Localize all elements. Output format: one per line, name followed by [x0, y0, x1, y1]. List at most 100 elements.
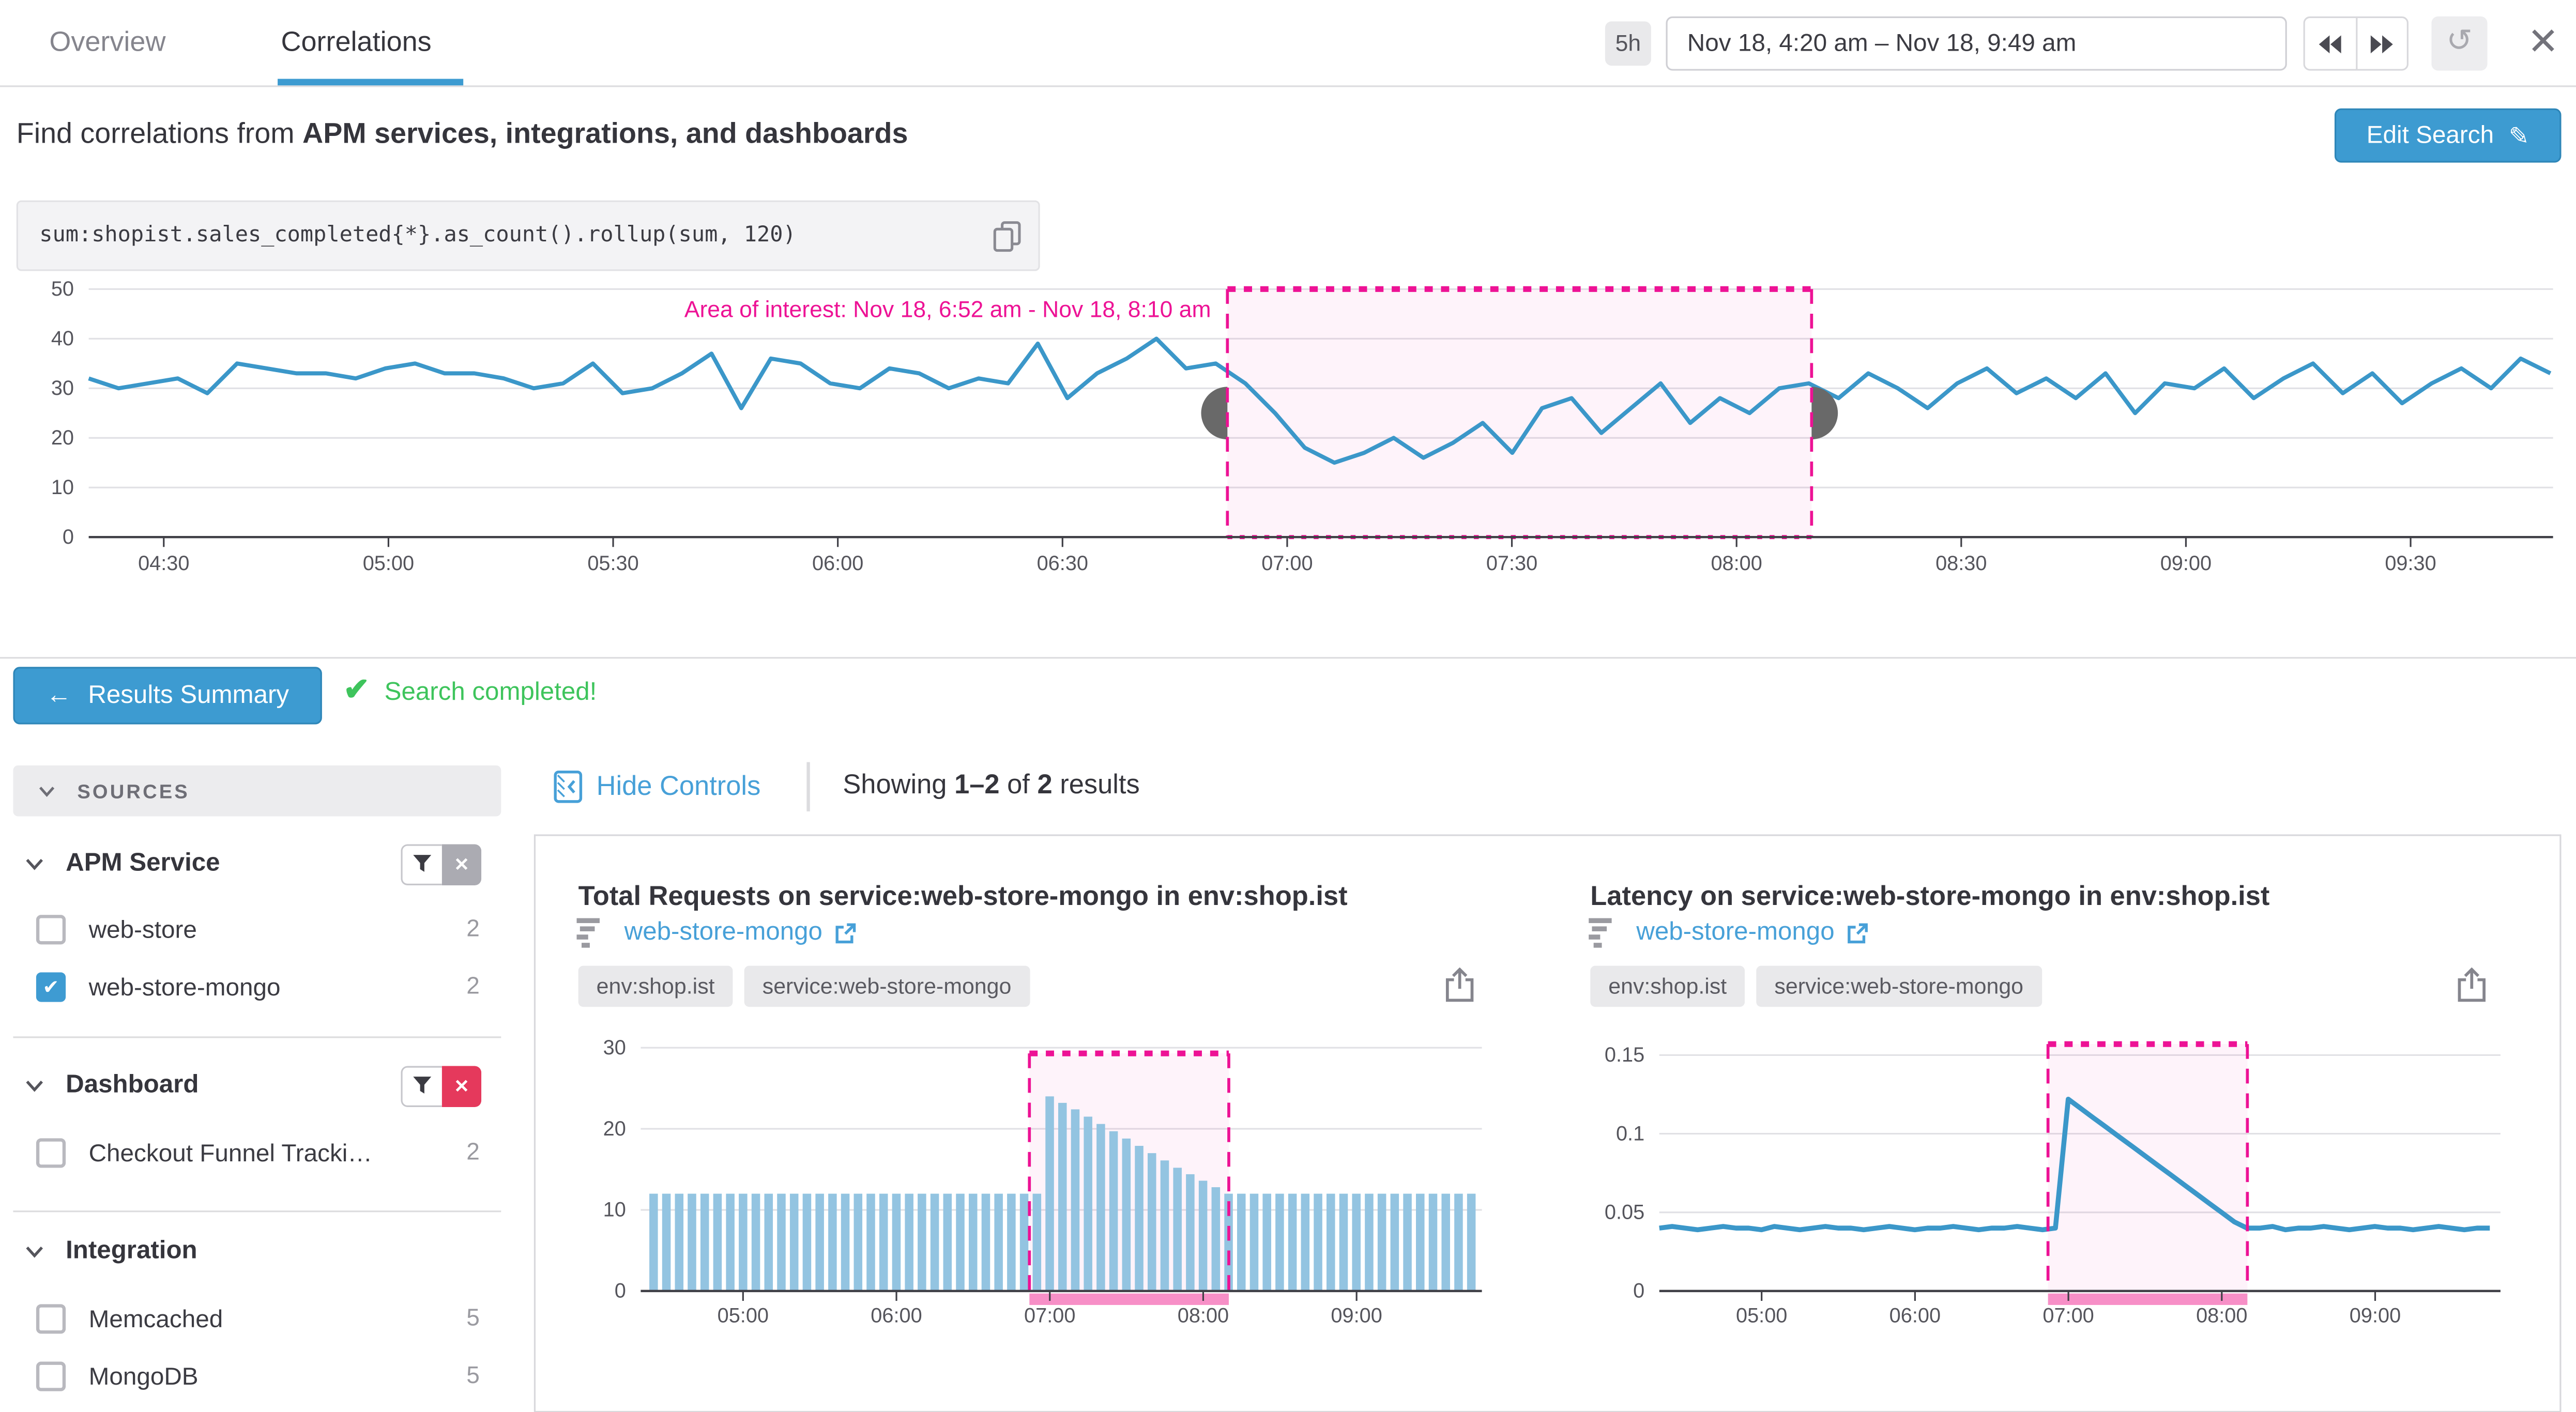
- svg-text:08:00: 08:00: [1711, 552, 1762, 575]
- sidebar-sources-header[interactable]: SOURCES: [13, 765, 501, 817]
- svg-text:05:00: 05:00: [718, 1304, 769, 1327]
- sidebar-group-integration[interactable]: Integration: [13, 1227, 501, 1276]
- query-text: sum:shopist.sales_completed{*}.as_count(…: [39, 223, 796, 248]
- collapse-panel-icon: [554, 770, 583, 803]
- overview-chart[interactable]: 04:30 05:00 05:30 06:00 06:30 07:00 07:30 08:00…: [0, 271, 2576, 600]
- item-count: 5: [466, 1363, 480, 1390]
- refresh-icon: ↺: [2446, 24, 2473, 59]
- tab-correlations[interactable]: Correlations: [281, 26, 432, 58]
- item-count: 2: [466, 1140, 480, 1167]
- mongodb-checkbox[interactable]: [36, 1361, 66, 1391]
- rewind-icon: [2319, 34, 2342, 53]
- tab-overview[interactable]: Overview: [49, 26, 166, 58]
- check-icon: ✔: [343, 673, 370, 708]
- web-store-checkbox[interactable]: [36, 915, 66, 945]
- tag-row: env:shop.ist service:web-store-mongo: [1590, 965, 2042, 1007]
- service-link-row: web-store-mongo: [1589, 916, 1869, 949]
- sidebar-group-apm-service[interactable]: APM Service ✕: [13, 839, 501, 888]
- sidebar-group-dashboard[interactable]: Dashboard ✕: [13, 1061, 501, 1110]
- svg-text:09:00: 09:00: [2350, 1304, 2401, 1327]
- latency-chart[interactable]: 05:00 06:00 07:00 08:00 09:00 0 0.05 0.1 0.15: [1590, 1015, 2510, 1337]
- card-title-latency: Latency on service:web-store-mongo in en…: [1590, 882, 2270, 912]
- close-icon: ✕: [2527, 20, 2559, 63]
- page-title: Find correlations from APM services, int…: [16, 116, 908, 150]
- group-label: Integration: [66, 1237, 197, 1265]
- clear-filter-icon: ✕: [441, 1065, 482, 1107]
- share-button[interactable]: [1444, 967, 1475, 1012]
- svg-text:Area of interest: Nov 18, 6:52: Area of interest: Nov 18, 6:52 am - Nov …: [684, 297, 1211, 322]
- memcached-checkbox[interactable]: [36, 1304, 66, 1334]
- tag-env[interactable]: env:shop.ist: [578, 965, 733, 1007]
- copy-button[interactable]: [993, 220, 1022, 261]
- svg-text:0: 0: [615, 1280, 626, 1302]
- refresh-button[interactable]: ↺: [2431, 16, 2488, 71]
- share-icon: [1445, 967, 1474, 1002]
- item-label: web-store-mongo: [88, 973, 281, 1001]
- svg-text:05:30: 05:30: [587, 552, 638, 575]
- chevron-down-icon: [26, 1080, 43, 1092]
- tag-service[interactable]: service:web-store-mongo: [1756, 965, 2042, 1007]
- chevron-down-icon: [26, 1246, 43, 1257]
- top-tab-bar: Overview Correlations 5h ↺ ✕: [0, 0, 2576, 87]
- back-arrow-icon: ←: [46, 681, 72, 709]
- time-forward-button[interactable]: [2357, 18, 2407, 69]
- flame-graph-icon: [1589, 918, 1612, 948]
- sidebar-item-web-store[interactable]: web-store 2: [13, 905, 501, 954]
- svg-text:05:00: 05:00: [363, 552, 414, 575]
- results-summary-button[interactable]: ← Results Summary: [13, 667, 322, 725]
- tag-env[interactable]: env:shop.ist: [1590, 965, 1745, 1007]
- svg-text:10: 10: [51, 476, 74, 499]
- svg-text:08:30: 08:30: [1935, 552, 1987, 575]
- funnel-icon: [401, 843, 442, 885]
- time-duration-badge[interactable]: 5h: [1605, 21, 1651, 66]
- share-button[interactable]: [2456, 967, 2487, 1012]
- group-label: Dashboard: [66, 1071, 199, 1099]
- svg-text:06:00: 06:00: [812, 552, 863, 575]
- sidebar-item-memcached[interactable]: Memcached 5: [13, 1294, 501, 1343]
- svg-text:07:30: 07:30: [1486, 552, 1537, 575]
- service-link[interactable]: web-store-mongo: [624, 918, 857, 948]
- flame-graph-icon: [576, 918, 600, 948]
- svg-text:06:00: 06:00: [1889, 1304, 1941, 1327]
- svg-text:09:00: 09:00: [1331, 1304, 1382, 1327]
- sidebar-item-checkout-funnel[interactable]: Checkout Funnel Tracki… 2: [13, 1128, 501, 1177]
- svg-text:20: 20: [51, 426, 74, 449]
- checkout-funnel-checkbox[interactable]: [36, 1138, 66, 1168]
- chevron-down-icon: [39, 786, 55, 796]
- tag-row: env:shop.ist service:web-store-mongo: [578, 965, 1030, 1007]
- section-divider: [0, 657, 2576, 659]
- svg-text:0: 0: [63, 526, 74, 548]
- apm-filter-toggle[interactable]: ✕: [401, 843, 482, 885]
- svg-text:07:00: 07:00: [2042, 1304, 2094, 1327]
- tag-service[interactable]: service:web-store-mongo: [744, 965, 1030, 1007]
- dashboard-filter-toggle[interactable]: ✕: [401, 1065, 482, 1107]
- service-link[interactable]: web-store-mongo: [1636, 918, 1869, 948]
- web-store-mongo-checkbox[interactable]: [36, 972, 66, 1002]
- fast-forward-icon: [2370, 34, 2392, 53]
- item-label: Checkout Funnel Tracki…: [88, 1139, 373, 1167]
- svg-text:09:00: 09:00: [2160, 552, 2212, 575]
- hide-controls-button[interactable]: Hide Controls: [554, 765, 760, 808]
- edit-search-button[interactable]: Edit Search ✎: [2334, 108, 2562, 163]
- svg-text:08:00: 08:00: [2196, 1304, 2247, 1327]
- clear-filter-icon: ✕: [441, 843, 482, 885]
- funnel-icon: [401, 1065, 442, 1107]
- group-label: APM Service: [66, 849, 220, 878]
- share-icon: [2458, 967, 2486, 1002]
- copy-icon: [993, 221, 1021, 252]
- chevron-down-icon: [26, 858, 43, 870]
- time-back-button[interactable]: [2305, 18, 2357, 69]
- sidebar-item-web-store-mongo[interactable]: web-store-mongo 2: [13, 962, 501, 1011]
- sidebar-divider: [13, 1210, 501, 1213]
- svg-text:0.15: 0.15: [1605, 1043, 1644, 1066]
- time-range-input[interactable]: [1666, 16, 2287, 71]
- close-button[interactable]: ✕: [2519, 17, 2568, 71]
- svg-text:0: 0: [1633, 1280, 1644, 1302]
- results-container: [534, 834, 2562, 1412]
- total-requests-chart[interactable]: 05:00 06:00 07:00 08:00 09:00 0 10 20 30: [578, 1015, 1499, 1337]
- sidebar-item-mongodb[interactable]: MongoDB 5: [13, 1352, 501, 1401]
- service-link-row: web-store-mongo: [576, 916, 857, 949]
- item-count: 2: [466, 916, 480, 943]
- item-label: MongoDB: [88, 1362, 199, 1391]
